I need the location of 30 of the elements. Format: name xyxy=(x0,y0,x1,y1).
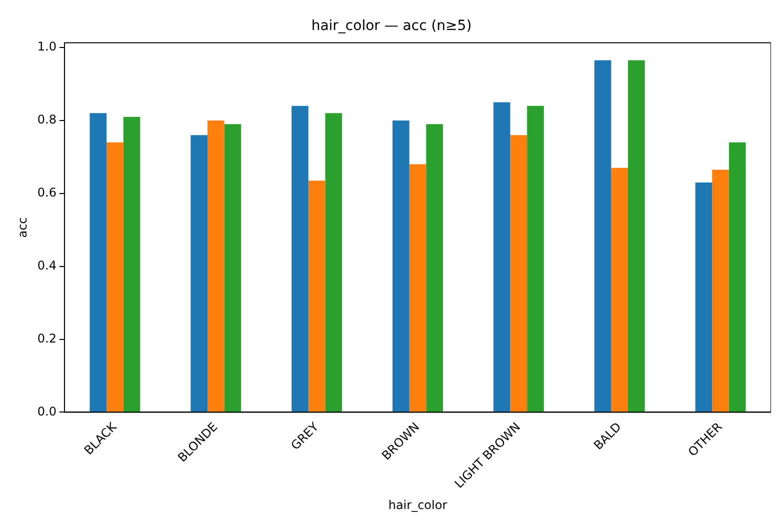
y-tick-label: 0.4 xyxy=(37,258,56,272)
bar xyxy=(106,142,124,412)
bar xyxy=(712,170,729,412)
y-tick-label: 0.0 xyxy=(37,404,56,418)
bar xyxy=(292,106,308,412)
bar xyxy=(527,106,544,412)
y-tick-label: 0.2 xyxy=(37,331,56,346)
bar xyxy=(695,182,712,412)
bar xyxy=(628,60,645,412)
x-axis-title: hair_color xyxy=(388,498,448,512)
bar xyxy=(392,120,410,412)
bar xyxy=(224,124,242,412)
bar xyxy=(493,102,510,412)
bar xyxy=(123,116,140,412)
bar xyxy=(611,168,628,412)
bar xyxy=(426,124,443,412)
bar xyxy=(207,120,224,412)
bar xyxy=(308,180,326,412)
y-tick-label: 0.8 xyxy=(37,112,56,127)
y-tick-label: 1.0 xyxy=(37,40,56,54)
bar xyxy=(594,60,612,412)
bar xyxy=(510,135,528,412)
chart-title: hair_color — acc (n≥5) xyxy=(311,18,472,34)
bar xyxy=(325,113,342,412)
y-tick-label: 0.6 xyxy=(37,186,56,200)
y-axis-title: acc xyxy=(15,217,30,238)
bar xyxy=(90,113,107,412)
bar xyxy=(728,142,746,412)
bar xyxy=(190,135,208,412)
bar xyxy=(409,164,426,412)
